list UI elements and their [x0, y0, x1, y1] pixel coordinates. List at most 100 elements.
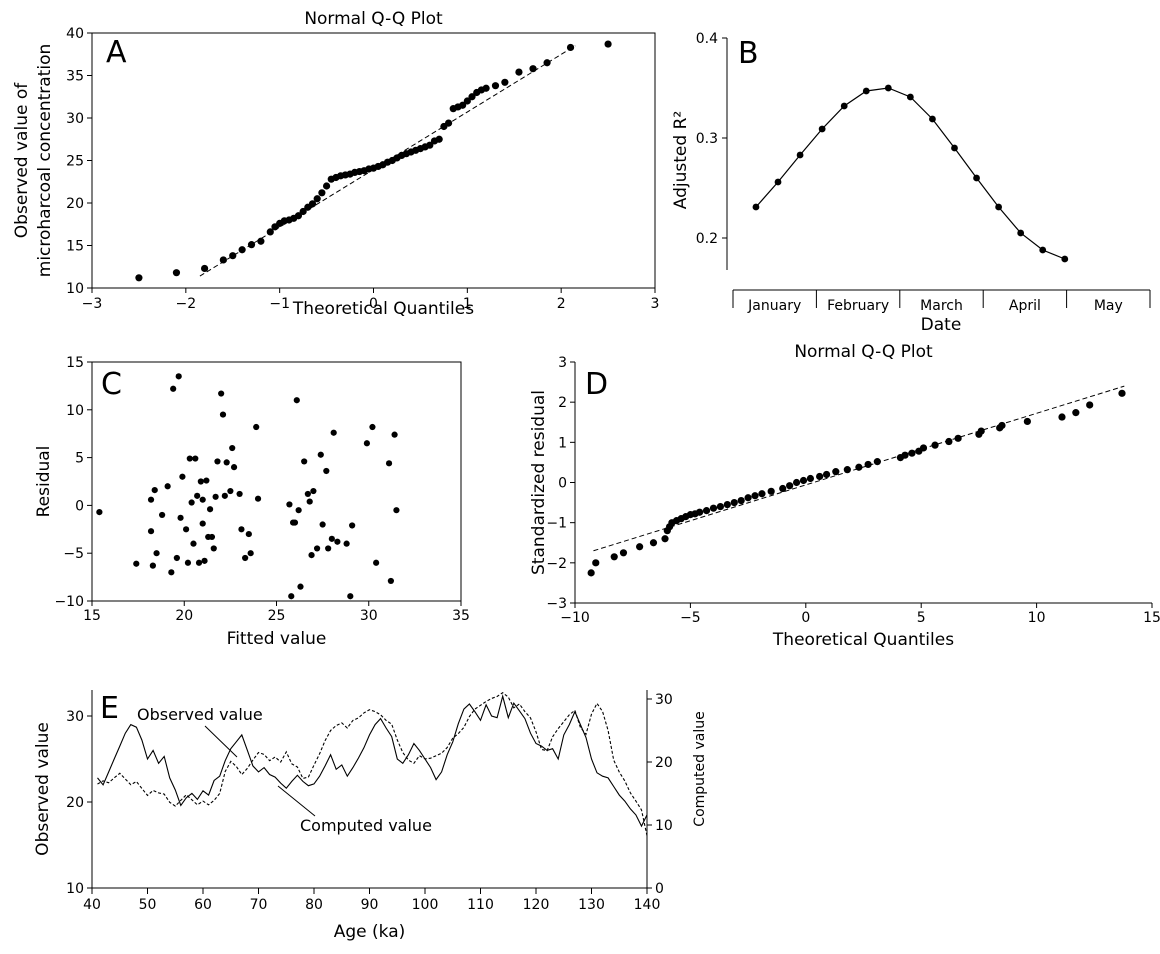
x-tick-label: 0	[369, 296, 378, 312]
panel-c: C 15 20 25 30 35 −10 −5 0 5 10 15 Fitted value Residu…	[34, 355, 470, 649]
data-point	[219, 256, 227, 264]
data-point	[195, 559, 203, 566]
data-point	[288, 593, 295, 600]
data-point	[238, 246, 246, 254]
y-tick-label: −5	[63, 546, 84, 562]
observed-value-line	[97, 694, 648, 828]
data-point	[247, 241, 256, 249]
data-point	[133, 560, 140, 567]
y-tick-label: 2	[558, 395, 567, 411]
data-point	[313, 195, 321, 203]
left-y-axis-label: Observed value	[33, 722, 53, 856]
data-point	[153, 550, 160, 557]
data-point	[194, 492, 201, 499]
x-tick-label: 35	[452, 608, 470, 624]
x-tick-label: −2	[176, 296, 197, 312]
data-point	[96, 508, 103, 516]
x-tick-label: 90	[361, 897, 379, 913]
data-point	[751, 492, 759, 500]
x-category-label: March	[920, 298, 963, 314]
x-tick-label: 110	[467, 897, 494, 913]
data-point	[723, 500, 731, 509]
data-point	[908, 449, 916, 457]
panel-e: E 40 50 60 70 80 90 100 110 120 130 140 10 20 30 0 10 20 3…	[33, 690, 708, 942]
data-point	[177, 514, 184, 521]
x-tick-label: 1	[463, 296, 472, 312]
x-axis-label: Fitted value	[227, 629, 327, 649]
left-y-tick-label: 20	[66, 795, 84, 811]
y-tick-label: 10	[66, 403, 84, 419]
data-point	[294, 212, 303, 220]
y-axis-label-line2: microharcoal concentration	[35, 44, 55, 277]
computed-annotation-leader	[277, 785, 316, 817]
data-point	[435, 135, 443, 143]
data-point	[951, 144, 958, 152]
data-point	[543, 59, 551, 67]
data-point	[901, 451, 909, 459]
y-tick-label: 25	[66, 154, 84, 170]
left-y-tick-label: 30	[66, 709, 84, 725]
data-point	[843, 466, 851, 474]
data-point	[295, 507, 302, 514]
data-point	[210, 545, 217, 552]
x-axis-label: Date	[921, 315, 962, 335]
data-point	[238, 526, 245, 533]
x-tick-label: 140	[634, 897, 661, 913]
y-tick-label: 5	[75, 451, 84, 467]
data-point	[774, 178, 782, 186]
x-tick-label: 10	[1028, 610, 1046, 626]
panel-a: Normal Q-Q Plot A −3 −2 −1 0 1 2 3 10 15 20 25 30 35 40…	[12, 9, 659, 319]
data-point	[293, 397, 300, 404]
data-point	[752, 203, 760, 211]
data-point	[188, 499, 195, 506]
x-tick-label: −3	[82, 296, 103, 312]
data-point	[919, 444, 928, 452]
left-y-tick-label: 10	[66, 881, 84, 897]
data-point	[219, 411, 227, 418]
data-point	[218, 390, 225, 397]
data-point	[254, 495, 262, 502]
y-tick-label: 0	[558, 476, 567, 492]
data-point	[186, 455, 193, 462]
data-point	[387, 577, 394, 585]
data-point	[313, 545, 321, 552]
data-point	[1017, 229, 1025, 237]
x-tick-label: 40	[83, 897, 101, 913]
y-tick-label: 20	[66, 196, 84, 212]
data-point	[172, 269, 181, 277]
data-point	[199, 496, 206, 503]
data-point	[236, 490, 243, 498]
x-category-label: February	[827, 298, 889, 314]
plot-frame	[91, 361, 462, 602]
data-point	[323, 467, 330, 475]
data-point	[1061, 255, 1069, 263]
data-point	[619, 549, 628, 557]
data-point	[291, 519, 299, 526]
y-tick-label: 0.3	[696, 131, 718, 147]
right-y-axis-label: Computed value	[692, 711, 708, 826]
data-point	[330, 429, 337, 436]
x-axis-label: Age (ka)	[334, 922, 406, 942]
right-y-tick-label: 20	[655, 755, 673, 771]
y-tick-label: −1	[546, 516, 567, 532]
data-point	[214, 458, 221, 465]
data-point	[184, 559, 192, 566]
y-tick-label: −10	[54, 594, 84, 610]
data-point	[173, 554, 180, 562]
panel-label: E	[100, 691, 119, 726]
data-point	[391, 431, 398, 438]
data-point	[444, 119, 453, 127]
data-point	[182, 526, 190, 533]
data-point	[349, 522, 356, 529]
data-point	[190, 540, 197, 547]
data-point	[737, 496, 745, 505]
data-point	[702, 507, 711, 515]
data-point	[1086, 401, 1094, 409]
data-point	[159, 511, 166, 519]
data-point	[977, 427, 985, 435]
data-point	[299, 207, 307, 216]
data-point	[945, 437, 953, 446]
x-tick-label: −5	[680, 610, 701, 626]
